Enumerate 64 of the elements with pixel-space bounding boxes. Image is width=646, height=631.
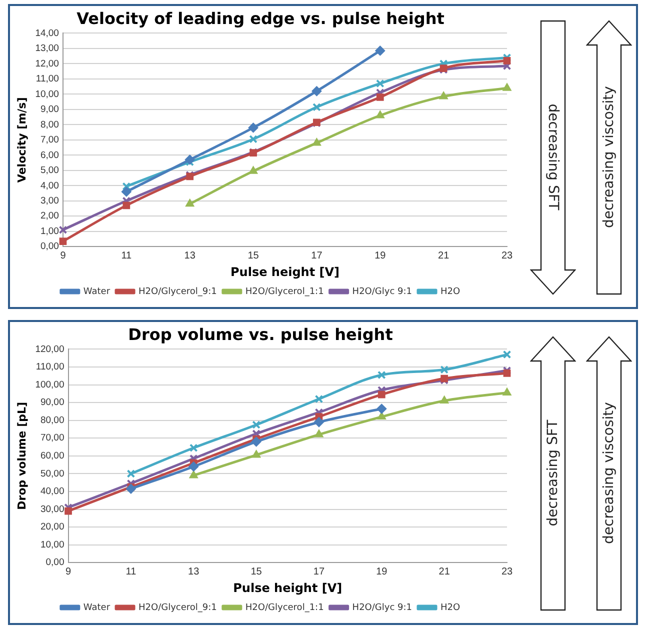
y-tick-label: 6,00 [40, 150, 59, 161]
y-tick-label: 30,00 [40, 504, 64, 515]
y-tick-label: 50,00 [40, 468, 64, 480]
x-tick-label: 15 [248, 250, 260, 262]
y-tick-label: 2,00 [40, 210, 59, 222]
chart-title: Velocity of leading edge vs. pulse height [76, 8, 445, 28]
x-tick-label: 15 [250, 566, 262, 578]
y-tick-label: 100,00 [35, 379, 64, 390]
y-tick-label: 10,00 [35, 88, 59, 100]
y-tick-label: 3,00 [40, 195, 59, 206]
x-tick-label: 19 [374, 250, 386, 262]
legend-label: H2O [440, 286, 460, 297]
text: decreasing SFT [545, 420, 561, 526]
legend-label: Water [83, 286, 110, 297]
y-tick-label: 14,00 [35, 28, 59, 39]
y-tick-label: 8,00 [40, 119, 59, 130]
y-tick-label: 40,00 [40, 486, 64, 498]
y-tick-label: 11,00 [36, 74, 59, 85]
y-tick-label: 7,00 [40, 134, 59, 146]
y-tick-label: 60,00 [40, 450, 64, 462]
x-tick-label: 21 [438, 566, 450, 578]
y-tick-label: 10,00 [40, 539, 64, 550]
y-tick-label: 90,00 [40, 397, 64, 408]
y-tick-label: 0,00 [46, 557, 64, 568]
x-tick-label: 9 [65, 566, 72, 578]
legend-label: H2O/Glyc 9:1 [352, 286, 412, 297]
y-tick-label: 110,00 [36, 362, 64, 373]
y-tick-label: 80,00 [40, 414, 64, 426]
y-tick-label: 20,00 [40, 522, 64, 533]
legend-label: H2O/Glycerol_9:1 [138, 286, 217, 297]
x-axis-title: Pulse height [V] [230, 264, 340, 279]
x-tick-label: 9 [60, 250, 66, 262]
x-tick-label: 23 [501, 566, 513, 578]
text: decreasing viscosity [601, 402, 617, 544]
y-axis-title: Drop volume [pL] [15, 402, 28, 510]
legend-label: H2O [440, 602, 460, 613]
x-axis-title: Pulse height [V] [233, 580, 342, 595]
y-tick-label: 13,00 [35, 43, 59, 54]
text: decreasing viscosity [601, 86, 617, 228]
y-tick-label: 70,00 [40, 432, 64, 444]
x-tick-label: 13 [184, 250, 196, 262]
y-tick-label: 9,00 [40, 104, 59, 116]
legend-label: H2O/Glycerol_1:1 [245, 602, 324, 613]
x-tick-label: 11 [121, 250, 132, 262]
legend-label: H2O/Glyc 9:1 [352, 602, 412, 613]
x-tick-label: 23 [501, 250, 513, 262]
y-tick-label: 4,00 [40, 180, 59, 192]
y-axis-title: Velocity [m/s] [15, 97, 28, 183]
legend-label: H2O/Glycerol_1:1 [245, 286, 324, 297]
y-tick-label: 0,00 [40, 241, 59, 252]
y-tick-label: 12,00 [35, 58, 59, 70]
x-tick-label: 19 [376, 566, 388, 578]
legend-label: H2O/Glycerol_9:1 [138, 602, 217, 613]
x-tick-label: 17 [311, 250, 323, 262]
y-tick-label: 1,00 [40, 226, 59, 237]
legend-label: Water [83, 602, 110, 613]
chart-title: Drop volume vs. pulse height [128, 324, 394, 344]
x-tick-label: 11 [126, 566, 137, 578]
x-tick-label: 21 [438, 250, 450, 262]
x-tick-label: 17 [313, 566, 325, 578]
y-tick-label: 5,00 [40, 165, 59, 176]
x-tick-label: 13 [188, 566, 200, 578]
text: decreasing SFT [545, 104, 561, 210]
y-tick-label: 120,00 [35, 344, 64, 355]
